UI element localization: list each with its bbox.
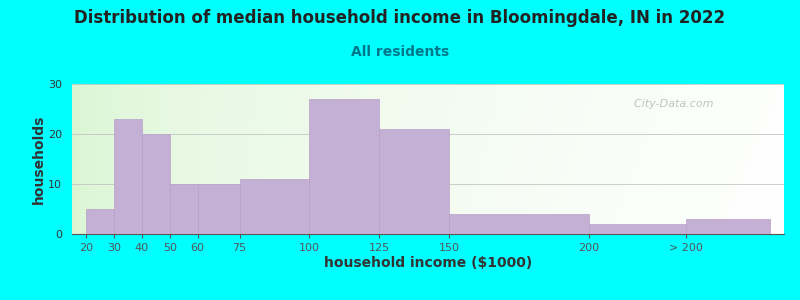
Bar bbox=[589, 224, 686, 234]
X-axis label: household income ($1000): household income ($1000) bbox=[324, 256, 532, 270]
Text: Distribution of median household income in Bloomingdale, IN in 2022: Distribution of median household income … bbox=[74, 9, 726, 27]
Y-axis label: households: households bbox=[31, 114, 46, 204]
Bar bbox=[449, 214, 589, 234]
Bar bbox=[142, 134, 170, 234]
Text: City-Data.com: City-Data.com bbox=[627, 99, 714, 109]
Bar bbox=[114, 119, 142, 234]
Text: All residents: All residents bbox=[351, 45, 449, 59]
Bar bbox=[686, 219, 770, 234]
Bar bbox=[198, 184, 239, 234]
Bar bbox=[379, 129, 449, 234]
Bar bbox=[239, 179, 310, 234]
Bar bbox=[170, 184, 198, 234]
Bar bbox=[310, 99, 379, 234]
Bar bbox=[86, 209, 114, 234]
